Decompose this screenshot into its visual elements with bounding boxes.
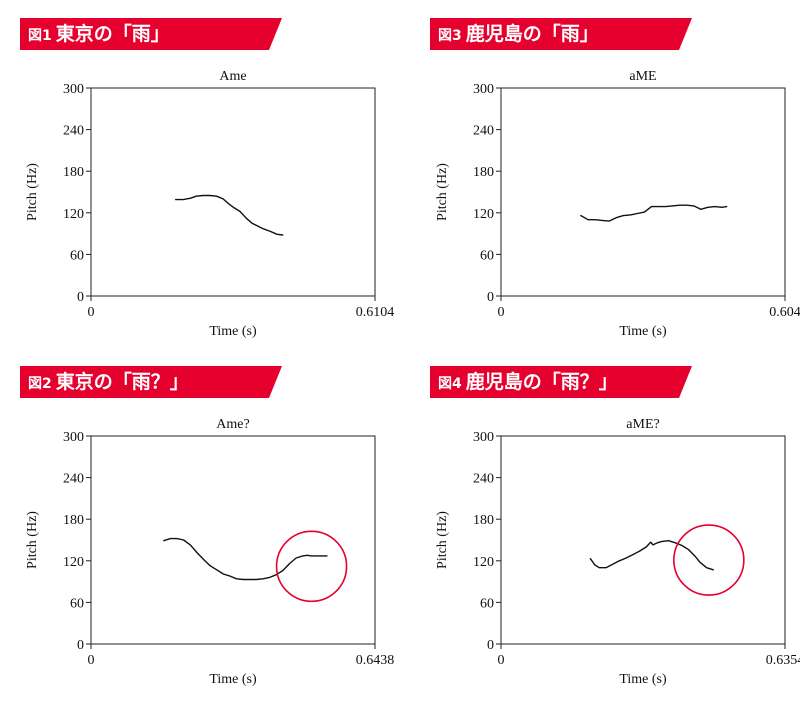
- y-tick-label: 300: [63, 82, 84, 97]
- banner-background: [430, 18, 692, 50]
- figure-2-chart: Ame? 0 60 120 180 240 300 0 0.6438 Time (s) Pitch …: [25, 417, 395, 687]
- y-tick-label: 180: [63, 165, 84, 180]
- y-tick-label: 300: [63, 430, 84, 445]
- figure-2-panel: 図2 東京の「雨？」 Ame? 0 60 120 180 240 300 0 0.6438 Time…: [20, 366, 400, 706]
- x-tick-label: 0: [498, 305, 505, 320]
- plot-frame: [500, 87, 786, 297]
- x-axis-label: Time (s): [619, 672, 667, 687]
- x-axis-label: Time (s): [209, 672, 257, 687]
- banner-background: [20, 18, 282, 50]
- y-tick-label: 0: [77, 638, 84, 653]
- figure-3-panel: 図3 鹿児島の「雨」 aME 0 60 120 180 240 300 0 0.604 Time (…: [430, 18, 800, 358]
- plot-frame: [500, 435, 786, 645]
- figure-2-number: 図2: [28, 376, 52, 392]
- figure-1-banner: 図1 東京の「雨」: [20, 18, 282, 50]
- figure-1-heading: 東京の「雨」: [55, 23, 170, 45]
- pitch-contour-line: [174, 194, 284, 236]
- y-axis-label: Pitch (Hz): [435, 511, 450, 569]
- y-tick-label: 120: [473, 555, 494, 570]
- pitch-contour-line: [163, 537, 328, 581]
- figure-3-banner: 図3 鹿児島の「雨」: [430, 18, 692, 50]
- x-tick-label: 0: [88, 653, 95, 668]
- plot-frame: [90, 87, 376, 297]
- x-tick-label: 0.6104: [356, 305, 395, 320]
- chart-title: aME?: [626, 417, 659, 432]
- y-tick-label: 60: [480, 248, 494, 263]
- y-tick-label: 120: [63, 555, 84, 570]
- x-axis-label: Time (s): [619, 324, 667, 339]
- chart-title: Ame?: [216, 417, 249, 432]
- x-tick-label: 0: [88, 305, 95, 320]
- y-axis-label: Pitch (Hz): [435, 163, 450, 221]
- y-tick-label: 180: [473, 165, 494, 180]
- banner-background: [20, 366, 282, 398]
- banner-background: [430, 366, 692, 398]
- figure-1-panel: 図1 東京の「雨」 Ame 0 60 120 180 240 300 0 0.6104 Time (…: [20, 18, 400, 358]
- plot-frame: [90, 435, 376, 645]
- x-tick-label: 0.6438: [356, 653, 395, 668]
- y-tick-label: 0: [487, 290, 494, 305]
- figure-1-chart: Ame 0 60 120 180 240 300 0 0.6104 Time (s) Pitch (…: [25, 69, 395, 339]
- y-tick-label: 300: [473, 82, 494, 97]
- y-tick-label: 240: [63, 124, 84, 139]
- y-tick-label: 240: [63, 472, 84, 487]
- figure-2-heading: 東京の「雨？」: [55, 371, 189, 393]
- pitch-contour-line: [580, 204, 728, 222]
- highlight-circle: [673, 524, 745, 596]
- figure-4-chart: aME? 0 60 120 180 240 300 0 0.6354 Time (s) Pitch …: [435, 417, 800, 687]
- y-tick-label: 120: [63, 207, 84, 222]
- chart-title: Ame: [219, 69, 246, 84]
- y-tick-label: 60: [70, 596, 84, 611]
- y-tick-label: 60: [70, 248, 84, 263]
- y-tick-label: 60: [480, 596, 494, 611]
- y-tick-label: 240: [473, 124, 494, 139]
- pitch-contour-line: [589, 539, 714, 571]
- y-tick-label: 0: [487, 638, 494, 653]
- figure-2-banner: 図2 東京の「雨？」: [20, 366, 282, 398]
- y-tick-label: 300: [473, 430, 494, 445]
- figure-4-number: 図4: [438, 376, 462, 392]
- y-tick-label: 180: [473, 513, 494, 528]
- figure-4-heading: 鹿児島の「雨？」: [465, 371, 618, 393]
- highlight-circle: [275, 530, 348, 603]
- y-tick-label: 240: [473, 472, 494, 487]
- chart-title: aME: [629, 69, 656, 84]
- x-tick-label: 0.6354: [766, 653, 800, 668]
- x-tick-label: 0.604: [769, 305, 800, 320]
- figure-3-chart: aME 0 60 120 180 240 300 0 0.604 Time (s) Pitch (H…: [435, 69, 800, 339]
- figure-4-banner: 図4 鹿児島の「雨？」: [430, 366, 692, 398]
- y-tick-label: 0: [77, 290, 84, 305]
- y-tick-label: 180: [63, 513, 84, 528]
- y-axis-label: Pitch (Hz): [25, 511, 40, 569]
- figure-1-number: 図1: [28, 28, 52, 44]
- x-axis-label: Time (s): [209, 324, 257, 339]
- figure-3-heading: 鹿児島の「雨」: [465, 23, 599, 45]
- y-tick-label: 120: [473, 207, 494, 222]
- x-tick-label: 0: [498, 653, 505, 668]
- figure-3-number: 図3: [438, 28, 462, 44]
- y-axis-label: Pitch (Hz): [25, 163, 40, 221]
